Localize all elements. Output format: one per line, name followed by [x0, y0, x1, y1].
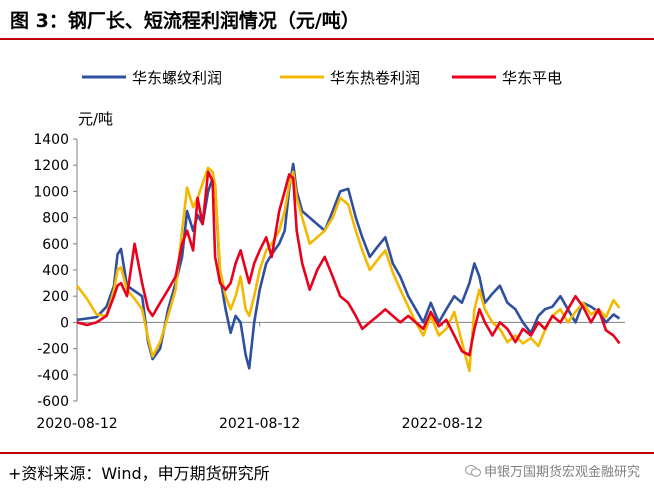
y-tick-label: 800 [42, 211, 69, 227]
y-tick-label: 400 [42, 263, 69, 279]
series-line-1 [76, 162, 621, 370]
y-unit-label: 元/吨 [78, 110, 113, 128]
y-tick-label: 1200 [33, 158, 69, 174]
x-tick-label: 2020-08-12 [36, 416, 117, 432]
x-tick-label: 2021-08-12 [219, 416, 300, 432]
wechat-icon [464, 465, 481, 477]
series-line-3 [76, 170, 621, 357]
y-tick-label: -200 [37, 342, 69, 358]
figure-title: 图 3：钢厂长、短流程利润情况（元/吨） [10, 10, 360, 32]
chart-area: 华东螺纹利润 华东热卷利润 华东平电元/吨 -600 -400 -200 0 200 400 60… [0, 40, 654, 445]
legend-label: 华东平电 [502, 69, 562, 87]
y-tick-label: 200 [42, 289, 69, 305]
y-tick-label: -600 [37, 394, 69, 410]
legend-label: 华东热卷利润 [330, 69, 420, 87]
y-tick-label: -400 [37, 368, 69, 384]
watermark-text: 申银万国期货宏观金融研究 [483, 465, 640, 480]
y-tick-label: 0 [60, 315, 69, 331]
y-tick-label: 1000 [33, 184, 69, 200]
chart-title-bar: 图 3：钢厂长、短流程利润情况（元/吨） [0, 0, 654, 40]
title-divider [0, 38, 654, 40]
legend-label: 华东螺纹利润 [132, 69, 222, 87]
watermark: 申银万国期货宏观金融研究 [464, 461, 640, 480]
y-tick-label: 1400 [33, 132, 69, 148]
y-tick-label: 600 [42, 237, 69, 253]
footer-divider [0, 452, 654, 454]
source-note: +资料来源：Wind，申万期货研究所 [8, 464, 270, 483]
series-line-2 [75, 166, 621, 373]
x-tick-label: 2022-08-12 [402, 416, 483, 432]
